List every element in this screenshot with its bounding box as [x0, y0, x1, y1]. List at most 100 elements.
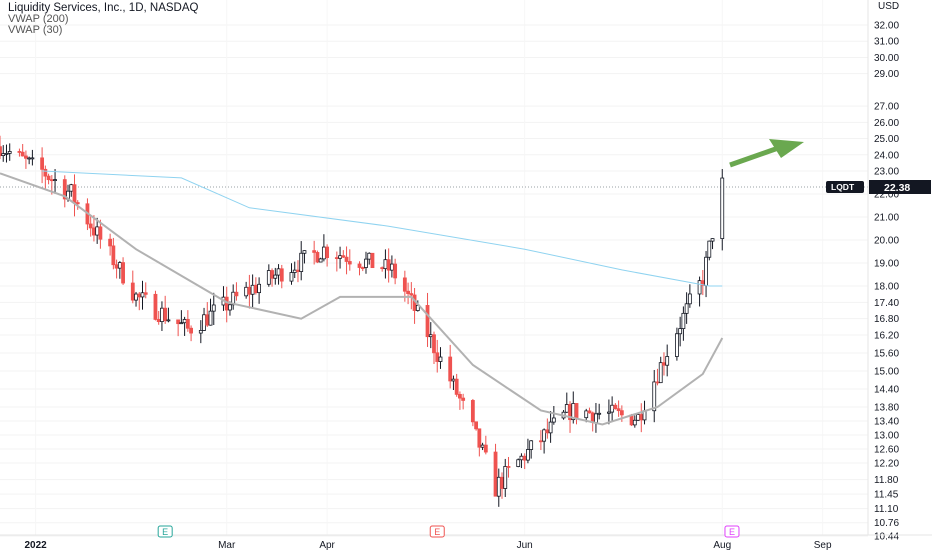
- candle-body: [697, 280, 702, 295]
- candle-body: [30, 157, 35, 160]
- candle-body: [610, 404, 615, 413]
- currency-label: USD: [878, 1, 899, 12]
- candle-body: [166, 319, 171, 322]
- candle-body: [707, 240, 712, 258]
- candle-body: [72, 184, 77, 203]
- candle-body: [658, 362, 663, 384]
- candle-body: [448, 356, 453, 382]
- candle-body: [616, 408, 621, 412]
- candle-body: [435, 352, 440, 362]
- candle-body: [393, 263, 398, 279]
- candle-body: [234, 291, 239, 297]
- candle-body: [270, 270, 274, 279]
- candle-body: [470, 400, 475, 423]
- candle-body: [704, 256, 708, 286]
- candle-body: [24, 155, 28, 159]
- candle-body: [587, 410, 592, 414]
- candle-body: [224, 296, 229, 311]
- price-tick-label: 17.40: [874, 298, 899, 309]
- candle-body: [425, 305, 430, 338]
- candle-body: [189, 327, 193, 334]
- earnings-marker-label: E: [162, 527, 168, 537]
- candle-body: [20, 151, 25, 157]
- candle-body: [461, 397, 466, 401]
- vwap-200-line: [42, 170, 723, 287]
- candle-body: [160, 307, 164, 323]
- candle-body: [244, 286, 249, 297]
- candle-body: [341, 255, 346, 258]
- time-tick-label: 2022: [25, 540, 48, 550]
- candle-body: [357, 263, 362, 268]
- candle-body: [137, 293, 142, 298]
- candle-body: [652, 381, 657, 412]
- candle-body: [228, 304, 232, 311]
- candle-body: [409, 293, 414, 296]
- candle-body: [665, 356, 670, 366]
- indicator-vwap-30[interactable]: VWAP (30): [8, 24, 63, 36]
- candle-body: [684, 303, 689, 314]
- candle-body: [542, 429, 547, 442]
- price-tick-label: 14.40: [874, 385, 899, 396]
- price-tick-label: 30.00: [874, 53, 899, 64]
- price-tick-label: 10.44: [874, 532, 899, 543]
- price-axis-ticks: 32.00 31.00 30.00 29.00 27.00 26.00 25.00 24.00…: [874, 21, 899, 543]
- candle-body: [1, 153, 6, 157]
- trend-arrow-icon[interactable]: [729, 139, 804, 168]
- candle-body: [632, 419, 637, 426]
- candle-body: [516, 459, 521, 467]
- time-tick-label: Jun: [517, 540, 533, 550]
- candle-body: [211, 304, 216, 312]
- price-tick-label: 22.00: [874, 190, 899, 201]
- price-tick-label: 13.00: [874, 431, 899, 442]
- candle-body: [182, 319, 187, 324]
- price-tick-label: 16.80: [874, 314, 899, 325]
- candle-body: [202, 314, 206, 331]
- candle-body: [367, 252, 372, 260]
- candle-body: [529, 440, 534, 450]
- candle-body: [0, 146, 2, 157]
- candle-body: [383, 259, 388, 270]
- candles: [0, 135, 725, 507]
- candle-body: [619, 410, 624, 416]
- candle-body: [43, 168, 48, 177]
- candle-body: [69, 184, 74, 192]
- candle-body: [406, 290, 410, 294]
- candle-body: [678, 328, 683, 335]
- candle-body: [432, 334, 436, 354]
- candle-body: [344, 256, 349, 262]
- price-tick-label: 13.40: [874, 417, 899, 428]
- price-tick-label: 27.00: [874, 102, 899, 113]
- candle-body: [639, 414, 644, 421]
- candle-body: [325, 246, 330, 259]
- candle-body: [17, 151, 22, 153]
- price-tick-label: 16.20: [874, 331, 899, 342]
- candle-body: [551, 417, 556, 423]
- candle-body: [454, 378, 459, 395]
- price-axis[interactable]: [868, 0, 932, 535]
- candle-body: [483, 444, 488, 453]
- candle-body: [519, 455, 524, 461]
- candle-body: [7, 151, 12, 154]
- price-tick-label: 15.60: [874, 349, 899, 360]
- candle-body: [134, 293, 138, 301]
- candle-body: [98, 226, 103, 240]
- price-tick-label: 11.10: [874, 504, 899, 515]
- candle-body: [380, 267, 385, 270]
- price-tick-label: 12.60: [874, 445, 899, 456]
- last-price-value: 22.38: [884, 182, 910, 194]
- indicator-vwap-200[interactable]: VWAP (200): [8, 13, 69, 25]
- candle-body: [163, 307, 168, 322]
- price-tick-label: 21.00: [874, 213, 899, 224]
- earnings-marker: [157, 525, 173, 538]
- price-tick-label: 10.76: [874, 518, 899, 529]
- price-tick-label: 25.00: [874, 134, 899, 145]
- candle-body: [474, 421, 479, 430]
- last-price-tag: LQDT 22.38: [826, 180, 931, 194]
- candle-body: [185, 319, 190, 329]
- candle-body: [662, 362, 666, 366]
- candle-body: [574, 403, 579, 419]
- candle-body: [321, 246, 326, 260]
- candle-body: [205, 314, 210, 326]
